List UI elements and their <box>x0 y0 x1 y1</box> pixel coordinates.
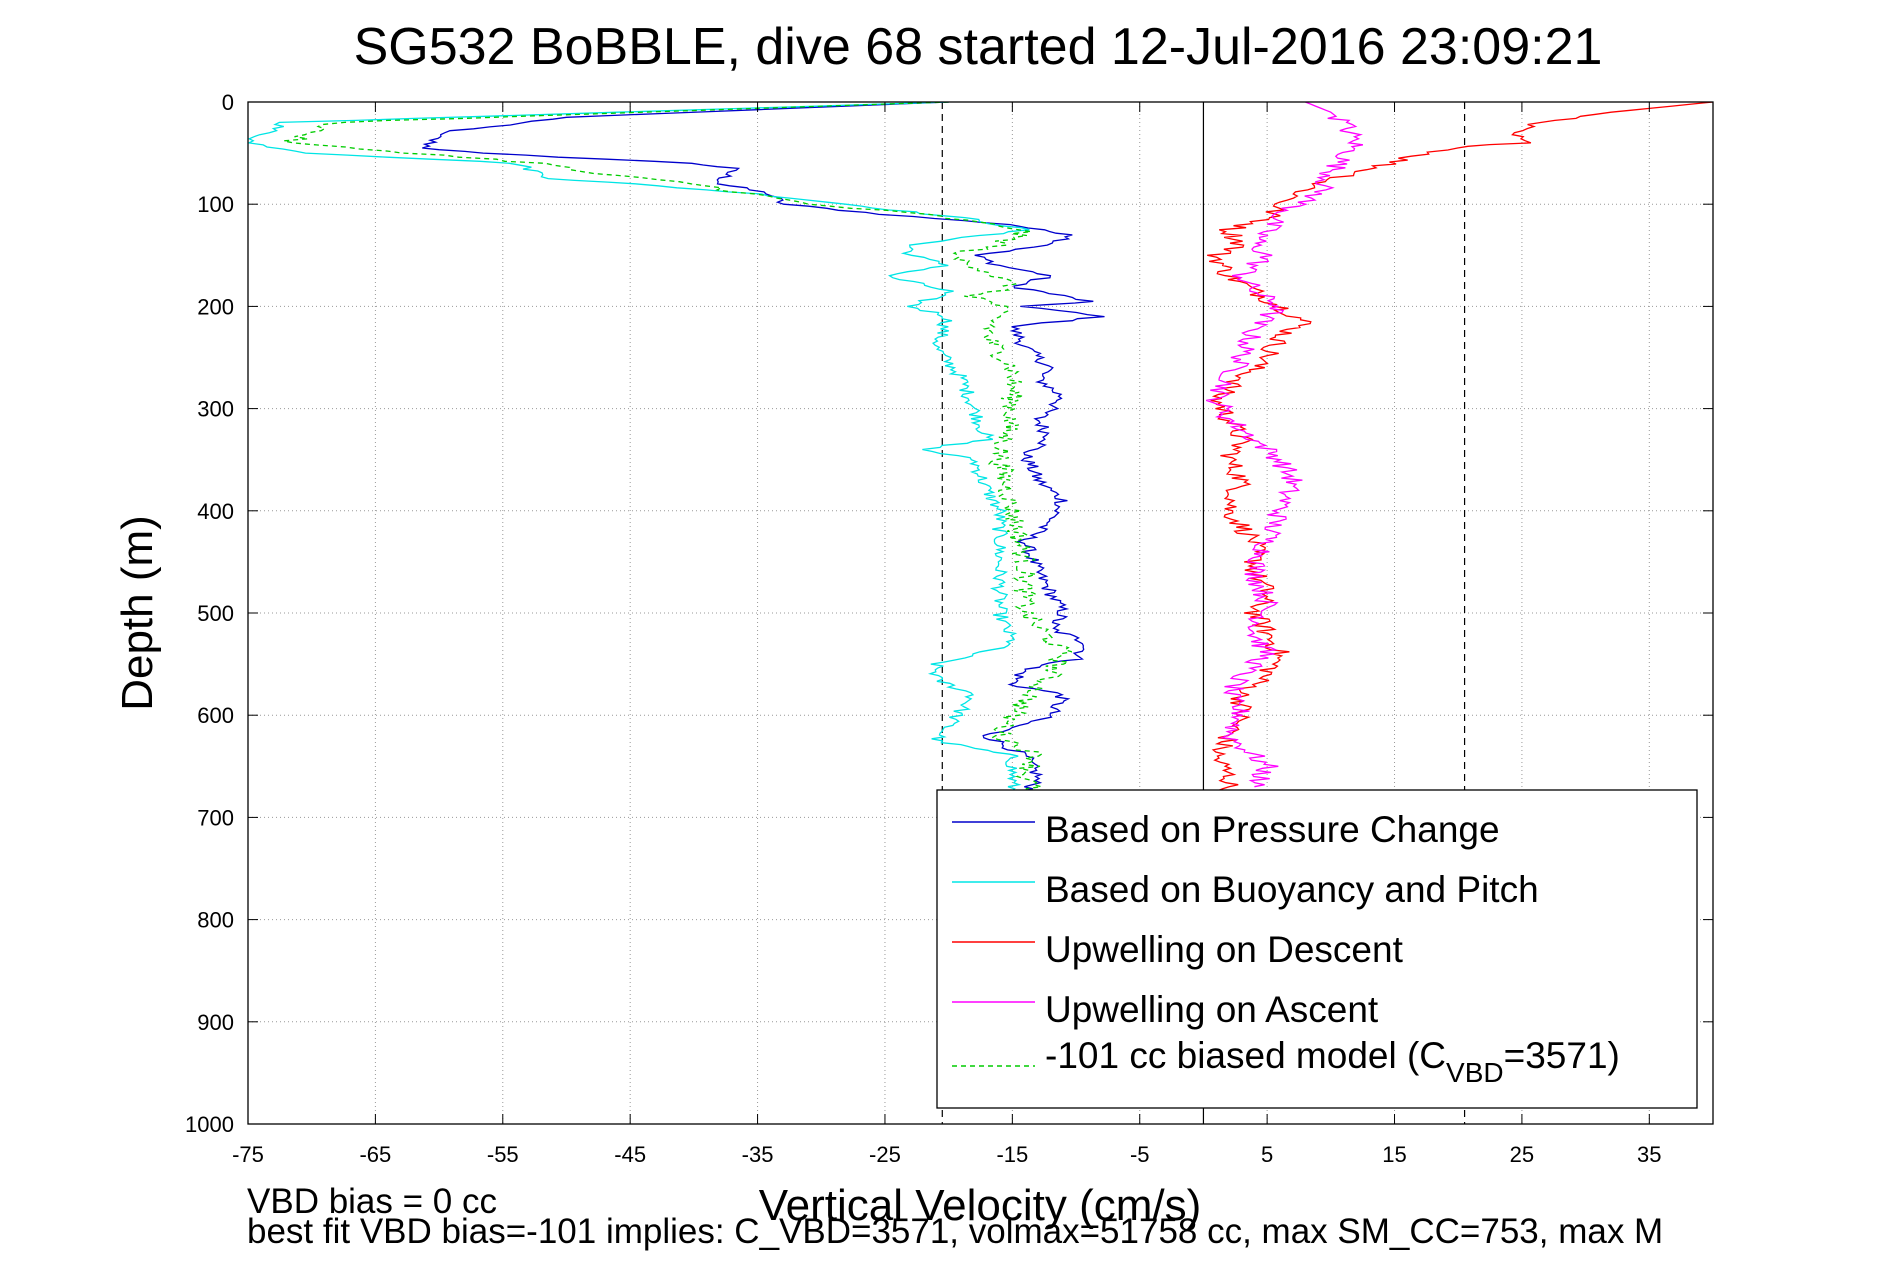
footer-line-1: VBD bias = 0 cc <box>247 1182 497 1221</box>
x-tick-label: -15 <box>996 1142 1028 1167</box>
legend-label-upwelling-descent: Upwelling on Descent <box>1045 929 1404 970</box>
series-line <box>283 102 1072 798</box>
series-line <box>422 102 1105 818</box>
y-tick-label: 0 <box>222 90 234 115</box>
y-tick-label: 1000 <box>185 1112 234 1137</box>
x-tick-label: 35 <box>1637 1142 1661 1167</box>
x-tick-label: -75 <box>232 1142 264 1167</box>
series-line <box>1207 102 1713 798</box>
legend-label-biased-model-prefix: -101 cc biased model (C <box>1045 1035 1446 1076</box>
x-tick-label: 15 <box>1382 1142 1406 1167</box>
x-tick-label: -25 <box>869 1142 901 1167</box>
y-tick-label: 200 <box>197 294 234 319</box>
legend-label-buoyancy-pitch: Based on Buoyancy and Pitch <box>1045 869 1539 910</box>
y-axis-label: Depth (m) <box>113 515 162 711</box>
x-tick-label: -65 <box>359 1142 391 1167</box>
x-tick-label: 5 <box>1261 1142 1273 1167</box>
x-tick-label: -35 <box>742 1142 774 1167</box>
x-tick-label: -5 <box>1130 1142 1150 1167</box>
legend-label-biased-model: -101 cc biased model (CVBD=3571) <box>1045 1035 1620 1088</box>
x-tick-label: 25 <box>1510 1142 1534 1167</box>
series-layer <box>248 102 1713 818</box>
y-tick-label: 100 <box>197 192 234 217</box>
axis-ticks: -75 -65 -55 -45 -35 -25 -15 -5 5 15 25 350100200300… <box>185 90 1713 1167</box>
legend: Based on Pressure Change Based on Buoyan… <box>936 789 1698 1109</box>
legend-label-biased-model-suffix: =3571) <box>1504 1035 1620 1076</box>
y-tick-label: 500 <box>197 601 234 626</box>
y-tick-label: 900 <box>197 1010 234 1035</box>
legend-box <box>936 789 1698 1109</box>
series-line <box>1206 102 1364 788</box>
footer-line-2: best fit VBD bias=-101 implies: C_VBD=35… <box>247 1212 1663 1251</box>
y-tick-label: 800 <box>197 908 234 933</box>
y-tick-label: 600 <box>197 703 234 728</box>
y-tick-label: 700 <box>197 805 234 830</box>
legend-label-pressure-change: Based on Pressure Change <box>1045 809 1500 850</box>
chart-title: SG532 BoBBLE, dive 68 started 12-Jul-201… <box>354 18 1603 76</box>
y-tick-label: 300 <box>197 397 234 422</box>
series-line <box>248 102 1030 798</box>
x-axis-label: Vertical Velocity (cm/s) <box>759 1181 1202 1230</box>
x-tick-label: -55 <box>487 1142 519 1167</box>
legend-label-upwelling-ascent: Upwelling on Ascent <box>1045 989 1379 1030</box>
legend-label-biased-model-sub: VBD <box>1446 1057 1504 1088</box>
x-tick-label: -45 <box>614 1142 646 1167</box>
y-tick-label: 400 <box>197 499 234 524</box>
